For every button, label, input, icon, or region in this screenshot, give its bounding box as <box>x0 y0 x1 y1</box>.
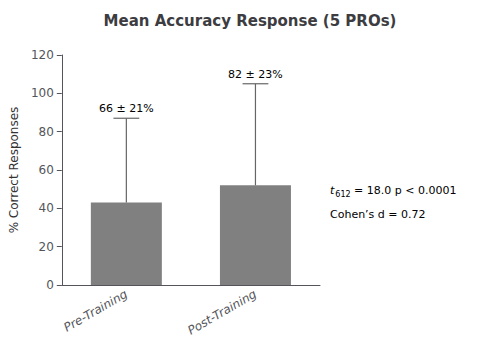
svg-text:t: t <box>330 184 335 197</box>
svg-text:0: 0 <box>46 278 54 292</box>
svg-text:120: 120 <box>31 48 54 62</box>
svg-text:% Correct Responses: % Correct Responses <box>7 107 21 234</box>
svg-text:612: 612 <box>335 190 350 199</box>
svg-text:60: 60 <box>39 163 54 177</box>
svg-text:Post-Training: Post-Training <box>185 287 259 338</box>
svg-text:100: 100 <box>31 86 54 100</box>
svg-text:Cohen’s d = 0.72: Cohen’s d = 0.72 <box>330 208 426 221</box>
svg-text:40: 40 <box>39 201 54 215</box>
svg-text:20: 20 <box>39 240 54 254</box>
svg-text:80: 80 <box>39 125 54 139</box>
svg-text:Pre-Training: Pre-Training <box>61 287 130 335</box>
svg-text:82 ± 23%: 82 ± 23% <box>228 68 283 81</box>
svg-text:Mean Accuracy Response (5 PROs: Mean Accuracy Response (5 PROs) <box>104 12 397 30</box>
svg-text:66 ± 21%: 66 ± 21% <box>99 102 154 115</box>
svg-text:= 18.0 p < 0.0001: = 18.0 p < 0.0001 <box>351 184 457 197</box>
